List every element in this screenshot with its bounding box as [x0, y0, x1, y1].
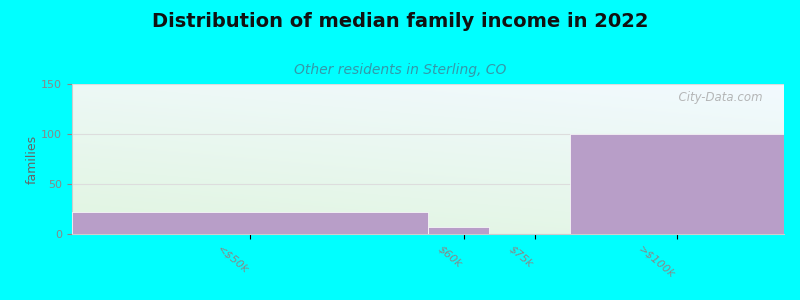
- Bar: [428, 227, 489, 234]
- Bar: [570, 134, 784, 234]
- Bar: [72, 212, 428, 234]
- Y-axis label: families: families: [26, 134, 38, 184]
- Text: Other residents in Sterling, CO: Other residents in Sterling, CO: [294, 63, 506, 77]
- Text: City-Data.com: City-Data.com: [671, 92, 762, 104]
- Text: Distribution of median family income in 2022: Distribution of median family income in …: [152, 12, 648, 31]
